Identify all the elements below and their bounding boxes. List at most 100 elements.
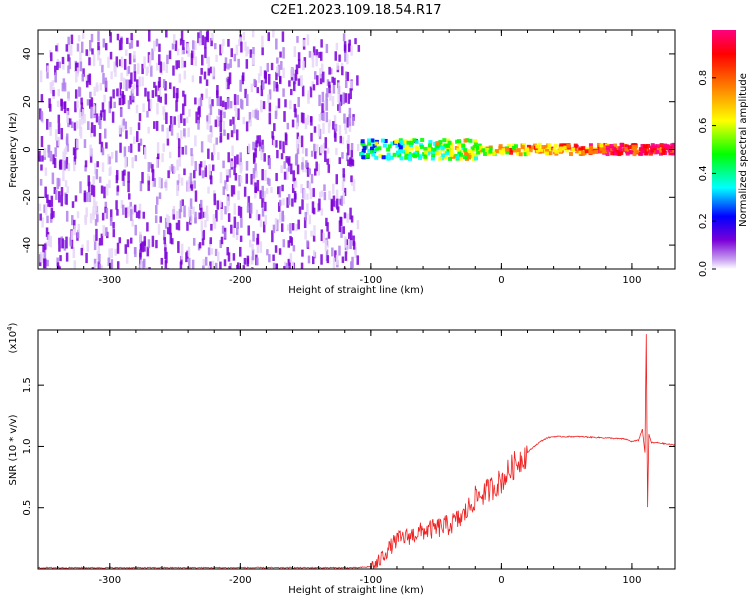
spectrogram-cell [47,149,51,158]
spectrogram-cell [239,175,243,184]
spectrogram-cell [350,142,354,151]
spectrogram-cell [178,73,182,83]
spectrogram-cell [170,164,174,172]
spectrogram-cell [103,128,107,139]
spectrogram-cell [118,59,122,67]
spectrogram-cell [431,153,436,158]
spectrogram-cell [435,151,440,156]
spectrogram-cell [100,185,104,194]
spectrogram-cell [153,178,156,187]
spectrogram-cell [202,259,206,269]
spectrogram-cell [246,46,250,54]
spectrogram-cell [254,109,257,119]
spectrogram-cell [443,155,448,160]
spectrogram-cell [504,147,509,152]
spectrogram-cell [386,147,391,152]
spectrogram-cell [199,97,203,107]
spectrogram-cell [83,139,87,149]
spectrogram-cell [147,91,150,102]
spectrogram-cell [574,149,579,154]
spectrogram-cell [334,133,337,142]
spectrogram-cell [305,148,308,157]
spectrogram-cell [164,267,167,269]
spectrogram-cell [342,33,346,42]
spectrogram-cell [155,196,159,205]
spectrogram-cell [321,91,325,103]
spectrogram-cell [618,146,623,151]
spectrogram-cell [342,173,346,182]
spectrogram-cell [86,99,90,106]
spectrogram-cell [81,73,85,82]
spectrogram-cell [41,217,44,228]
spectrogram-cell [482,151,487,156]
spectrogram-cell [327,123,331,134]
spectrogram-cell [311,55,315,68]
spectrogram-cell [38,150,41,162]
spectrogram-cell [178,208,182,219]
spectrogram-cell [205,88,208,99]
spectrogram-cell [655,149,660,154]
spectrogram-cell [227,63,230,70]
spectrogram-cell [335,255,339,266]
spectrogram-cell [220,202,223,209]
spectrogram-cell [232,225,235,238]
spectrogram-cell [463,155,468,160]
spectrogram-cell [129,80,132,87]
spectrogram-cell [158,87,162,98]
spectrogram-cell [222,160,225,169]
spectrogram-cell [67,164,71,172]
spectrogram-cell [199,30,202,43]
spectrogram-cell [423,154,428,159]
spectrogram-cell [92,185,96,197]
spectrogram-cell [224,101,228,110]
spectrogram-cell [124,207,128,218]
spectrogram-cell [241,75,245,85]
spectrogram-cell [267,73,271,85]
spectrogram-cell [277,98,281,109]
spectrogram-cell [498,146,503,151]
spectrogram-cell [599,143,604,148]
spectrogram-cell [461,143,466,148]
spectrogram-cell [116,33,120,41]
spectrogram-cell [431,150,436,155]
spectrogram-cell [279,140,282,150]
spectrogram-cell [331,76,334,83]
spectrogram-cell [136,40,139,47]
spectrogram-cell [331,247,334,257]
spectrogram-cell [295,139,299,149]
spectrogram-cell [240,217,243,228]
spectrogram-cell [290,67,294,78]
spectrogram-cell [163,229,166,241]
spectrogram-cell [47,144,50,153]
spectrogram-cell [216,200,220,210]
spectrogram-cell [41,155,44,162]
spectrogram-cell [304,211,308,221]
spectrogram-cell [49,103,52,112]
spectrogram-cell [56,43,59,52]
spectrogram-cell [285,156,288,163]
spectrogram-cell [60,127,64,140]
spectrogram-cell [277,202,281,212]
spectrogram-cell [202,230,206,240]
spectrogram-cell [291,119,295,128]
spectrogram-cell [104,77,108,88]
spectrogram-cell [57,136,60,147]
spectrogram-cell [130,209,133,221]
spectrogram-cell [195,111,198,124]
spectrogram-cell [330,198,334,211]
spectrogram-cell [259,219,263,228]
spectrogram-cell [308,50,312,58]
spectrogram-cell [169,116,173,128]
spectrogram-cell [304,230,307,240]
spectrogram-cell [286,122,290,130]
spectrogram-cell [338,124,342,135]
spectrogram-cell [279,199,282,207]
spectrogram-cell [415,146,420,151]
spectrogram-cell [417,155,422,160]
spectrogram-cell [250,173,253,185]
spectrogram-cell [39,252,42,263]
spectrogram-cell [129,95,132,105]
spectrogram-cell [67,36,70,45]
spectrogram-cell [615,149,620,154]
spectrogram-cell [203,71,207,80]
